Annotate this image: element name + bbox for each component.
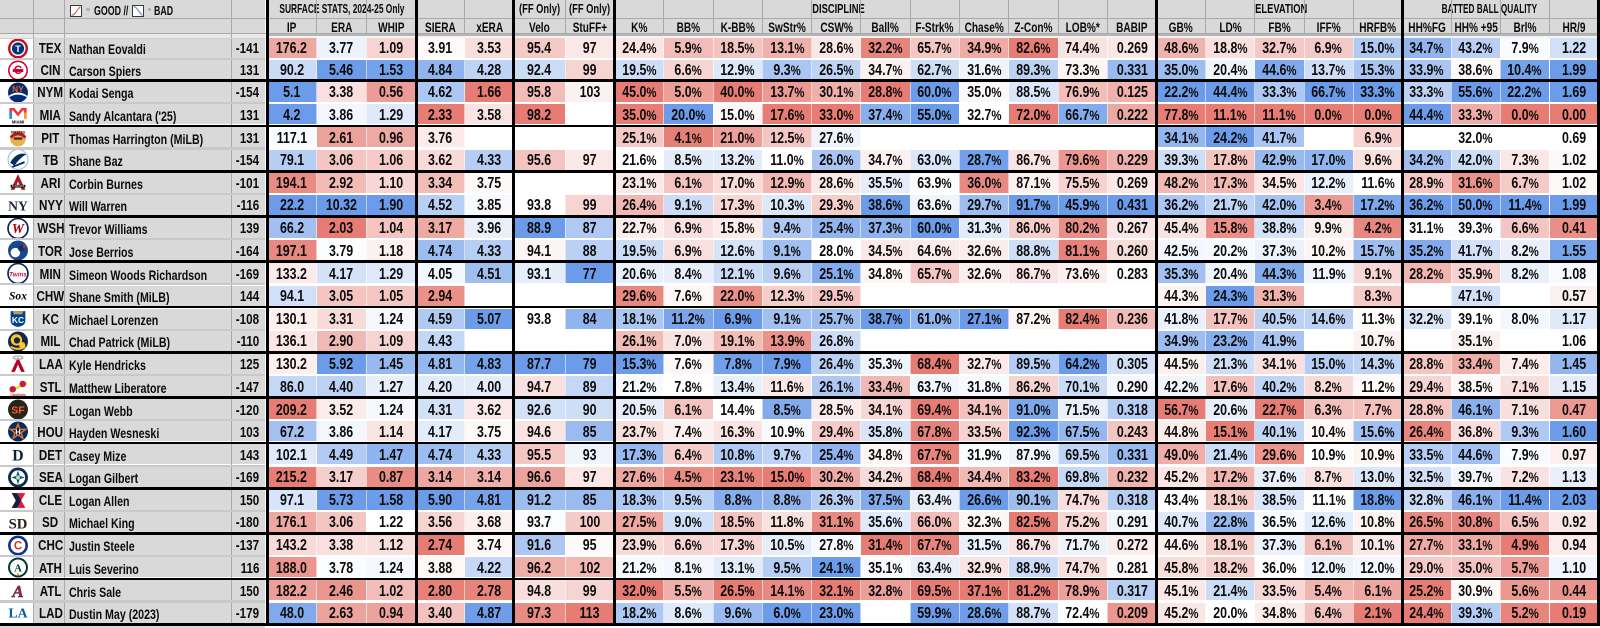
- svg-text:Cardinals: Cardinals: [10, 393, 25, 397]
- svg-text:MIAMI: MIAMI: [12, 120, 24, 125]
- svg-text:NY: NY: [8, 199, 28, 214]
- svg-text:Sox: Sox: [9, 291, 27, 303]
- svg-text:W: W: [12, 221, 25, 236]
- svg-text:A: A: [14, 563, 22, 574]
- svg-text:LA: LA: [9, 606, 28, 621]
- svg-text:SF: SF: [11, 404, 25, 416]
- svg-text:T: T: [15, 44, 21, 55]
- svg-text:KC: KC: [12, 316, 24, 326]
- svg-text:SD: SD: [9, 516, 28, 532]
- svg-text:C: C: [14, 540, 23, 552]
- svg-text:D-BACKS: D-BACKS: [12, 185, 25, 189]
- svg-text:Twins: Twins: [9, 272, 27, 279]
- svg-text:PIRATES: PIRATES: [11, 130, 26, 134]
- svg-text:A: A: [11, 582, 23, 601]
- svg-text:H: H: [15, 428, 20, 437]
- svg-text:NY: NY: [12, 84, 24, 94]
- svg-text:D: D: [12, 447, 23, 464]
